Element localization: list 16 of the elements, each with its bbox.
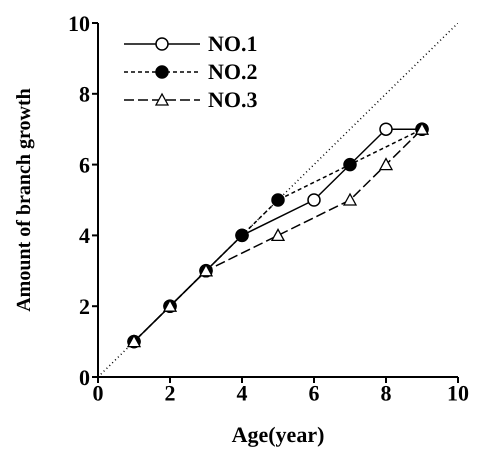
x-axis-title: Age(year) [232,422,324,447]
legend-label: NO.2 [208,59,258,85]
y-tick-label: 8 [79,82,90,107]
y-tick-label: 2 [79,294,90,320]
y-tick-label: 6 [79,152,90,178]
y-axis-title: Amount of branch growth [13,88,36,312]
legend-label: NO.3 [208,87,258,113]
x-tick-label: 4 [236,380,248,406]
y-tick-label: 10 [68,10,90,36]
x-tick-label: 6 [308,380,320,406]
y-tick-label: 4 [79,223,90,248]
x-tick-label: 10 [447,380,469,406]
y-tick-label: 0 [79,364,90,390]
x-tick-label: 2 [164,380,176,406]
legend-label: NO.1 [208,31,258,57]
x-tick-label: 8 [380,380,392,406]
